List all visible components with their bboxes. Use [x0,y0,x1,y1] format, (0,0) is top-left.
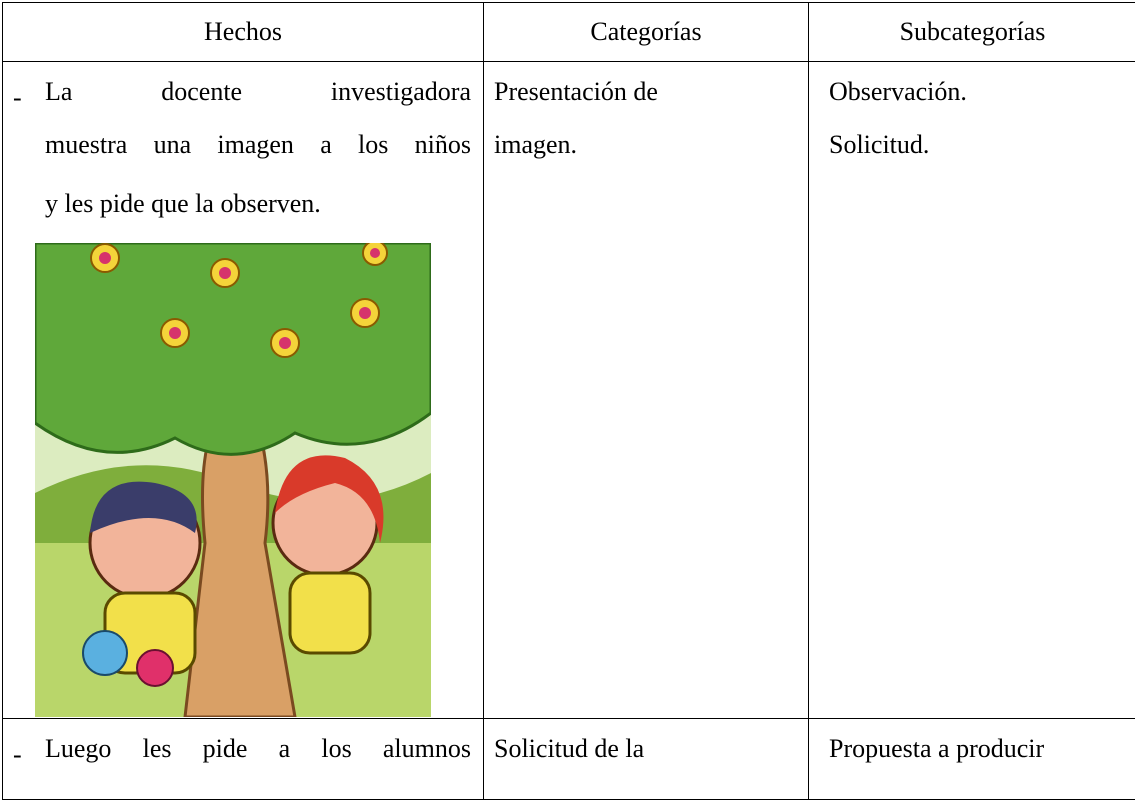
row: - La docente investigadora muestra una i… [3,62,1135,719]
illustration [35,243,431,717]
text-line: muestra una imagen a los niños [45,115,471,174]
text-line: Observación. [829,68,1126,115]
text-line: imagen. [494,115,798,174]
row: - Luego les pide a los alumnos Solicitud… [3,719,1135,800]
bullet: - [13,731,45,778]
cell: Propuesta a producir [809,719,1135,800]
text-line: La docente investigadora [45,68,471,115]
text-line: Solicitud. [829,115,1126,174]
page: {"table": { "header": ["Hechos", "Catego… [0,0,1135,782]
header-row: Hechos Categorías Subcategorías [3,3,1135,62]
text-line: Presentación de [494,68,798,115]
text-line: Propuesta a producir [829,725,1126,772]
cell: - La docente investigadora muestra una i… [3,62,484,719]
cell: Solicitud de la [484,719,809,800]
text-line: Luego les pide a los alumnos [45,725,471,772]
text-line: y les pide que la observen. [45,174,471,233]
header-cell: Subcategorías [809,3,1135,62]
facts-text: La docente investigadora muestra una ima… [45,74,471,233]
text-line: Solicitud de la [494,725,798,772]
cell: - Luego les pide a los alumnos [3,719,484,800]
cell: Presentación de imagen. [484,62,809,719]
header-cell: Categorías [484,3,809,62]
cell: Observación. Solicitud. [809,62,1135,719]
header-cell: Hechos [3,3,484,62]
facts: - La docente investigadora muestra una i… [3,62,483,233]
bullet: - [13,74,45,233]
